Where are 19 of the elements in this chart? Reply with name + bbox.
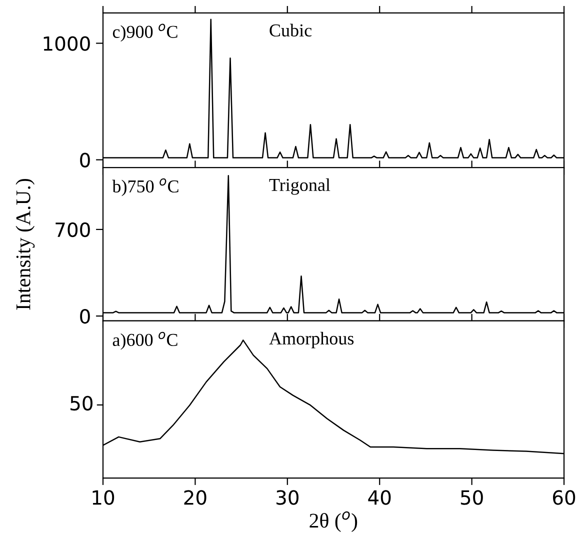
annotation: Amorphous	[269, 332, 354, 348]
y-tick-label: 1000	[44, 36, 90, 51]
x-tick-label: 10	[92, 490, 114, 505]
y-tick-label: 700	[56, 222, 90, 238]
x-tick-label: 20	[184, 490, 206, 505]
x-axis-title: 2θ ($^{o}$)	[310, 511, 358, 532]
x-tick-label: 30	[276, 490, 298, 505]
annotation: Cubic	[270, 24, 312, 37]
annotation: a)600 $^{o}$C	[112, 332, 178, 350]
text: 50	[70, 396, 92, 411]
annotation: c)900 $^{o}$C	[112, 24, 178, 42]
y-tick-label: 0	[80, 308, 90, 324]
x-tick-label: 50	[460, 490, 483, 505]
annotation: b)750 $^{o}$C	[112, 178, 178, 196]
x-tick-label: 40	[368, 490, 391, 505]
x-tick-label: 60	[553, 490, 576, 505]
annotation: Trigonal	[269, 178, 330, 195]
y-tick-label: 0	[80, 152, 90, 168]
y-axis-title: Intensity (A.U.)	[16, 178, 35, 310]
